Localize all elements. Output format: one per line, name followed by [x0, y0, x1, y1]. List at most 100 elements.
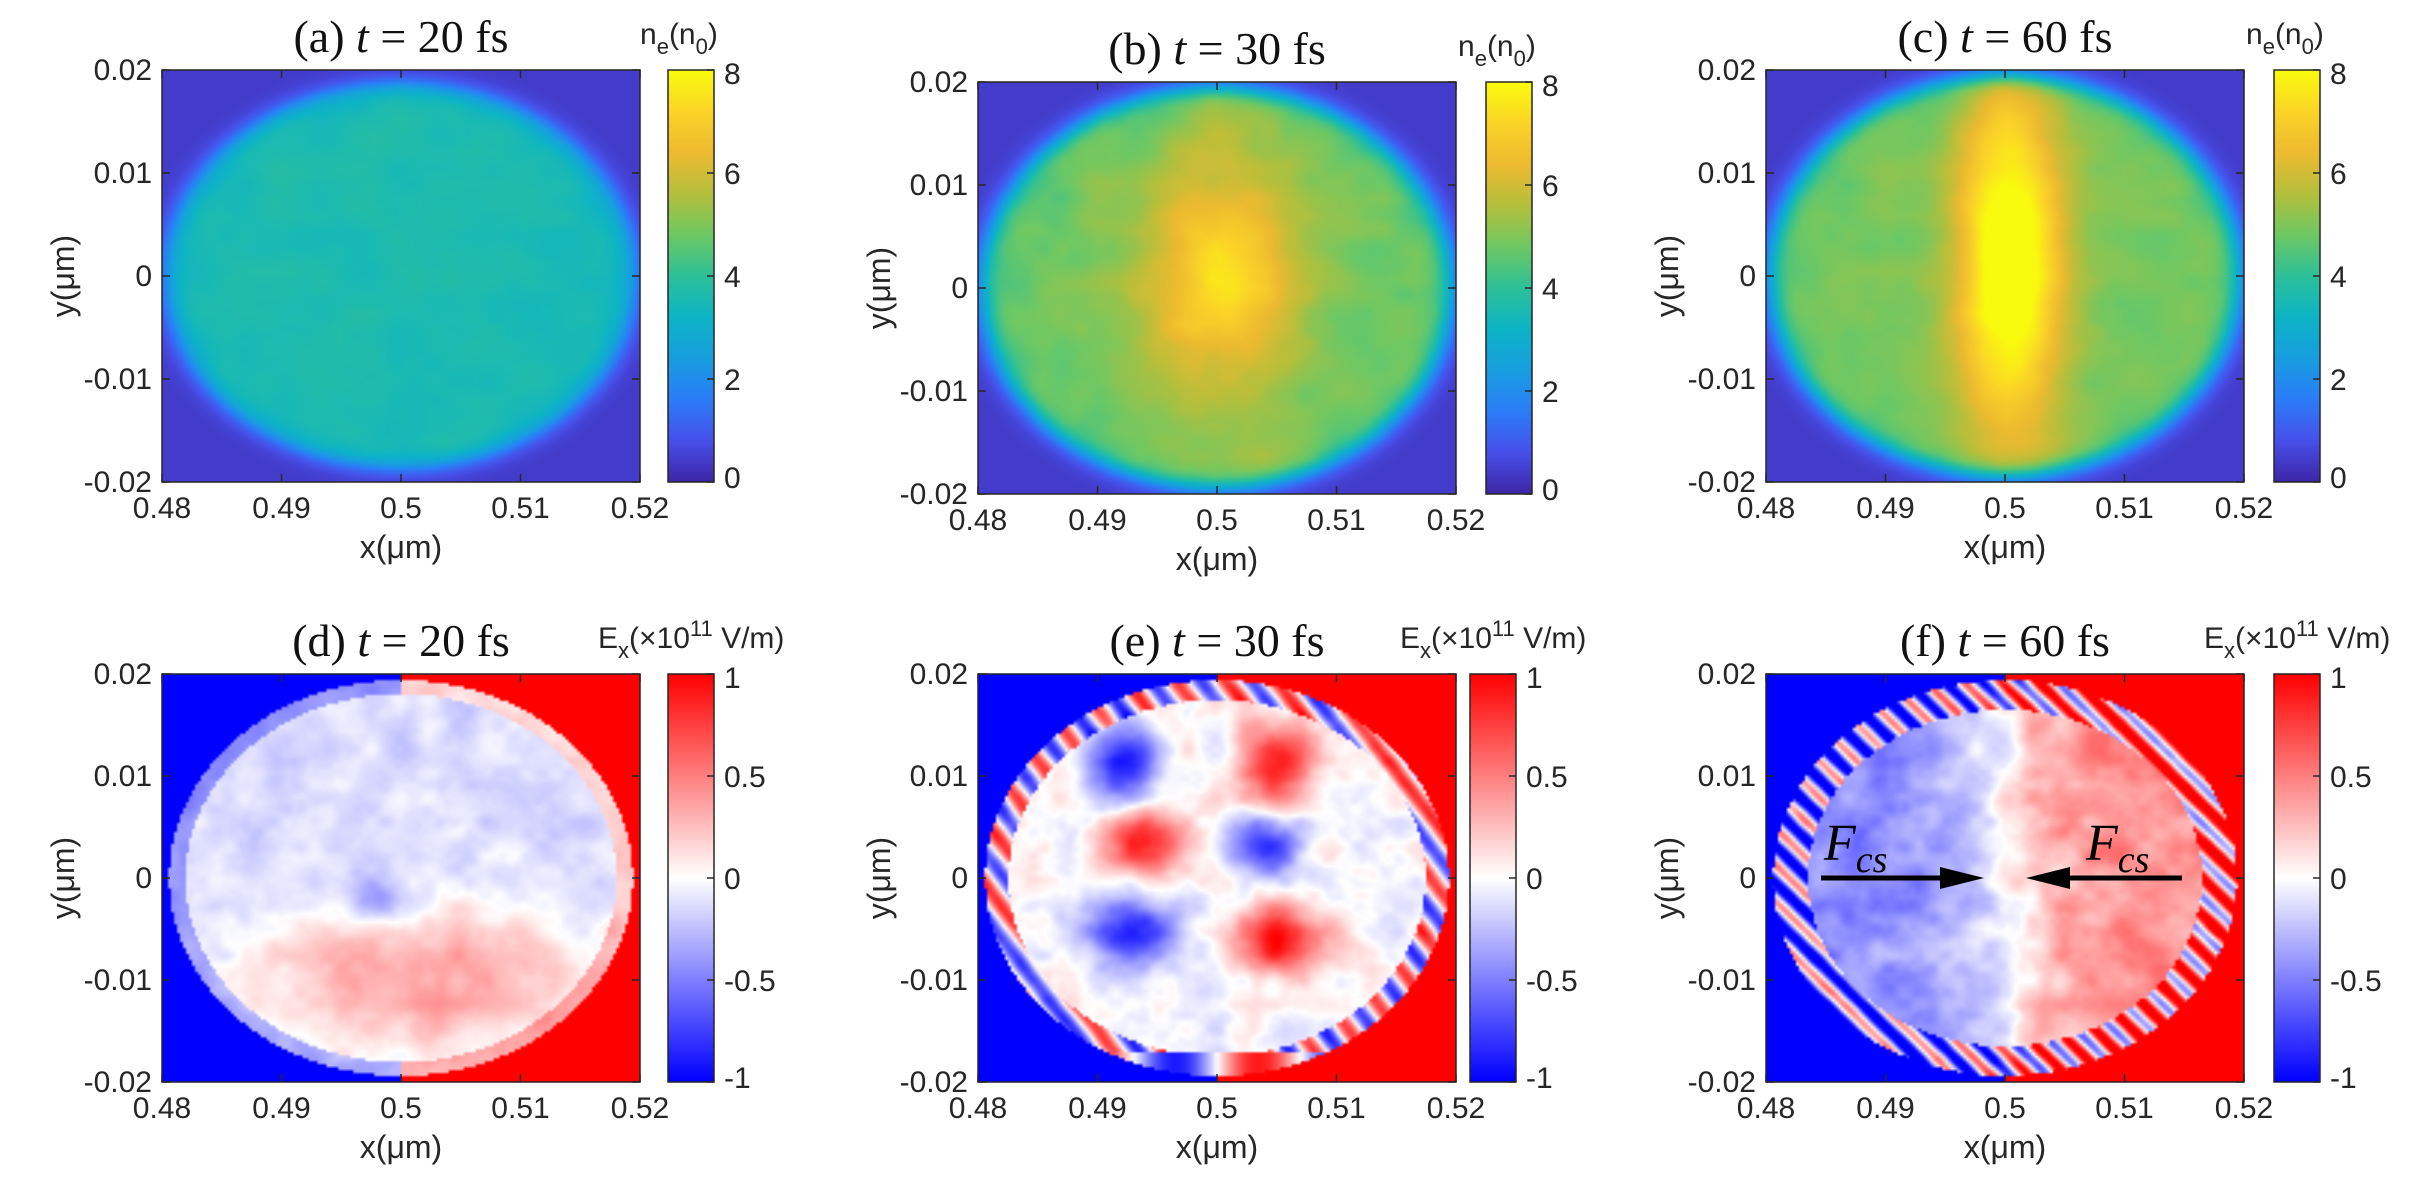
panel-title: (e) t = 30 fs: [1109, 615, 1324, 666]
colorbar: [668, 70, 714, 482]
heatmap-image: [978, 82, 1456, 494]
x-tick-label: 0.52: [2215, 1092, 2273, 1125]
y-tick-label: 0.01: [94, 157, 152, 190]
colorbar-tick-label: 0: [724, 462, 741, 495]
colorbar-label: ne(n0): [2246, 18, 2324, 59]
colorbar-tick-label: 2: [724, 364, 741, 397]
colorbar-tick-label: 0: [1542, 474, 1559, 507]
x-tick-label: 0.49: [252, 492, 310, 525]
panel-title: (c) t = 60 fs: [1897, 11, 2112, 62]
y-tick-label: 0: [1739, 862, 1756, 895]
colorbar: [2274, 674, 2320, 1082]
y-tick-label: 0.01: [94, 760, 152, 793]
y-tick-label: 0.01: [1698, 157, 1756, 190]
x-tick-label: 0.5: [1196, 1092, 1238, 1125]
y-tick-label: -0.02: [1688, 466, 1756, 499]
x-tick-label: 0.49: [252, 1092, 310, 1125]
x-tick-label: 0.52: [611, 492, 669, 525]
colorbar: [1470, 674, 1516, 1082]
y-tick-label: -0.01: [84, 964, 152, 997]
y-tick-label: -0.02: [84, 1066, 152, 1099]
x-tick-label: 0.5: [1196, 504, 1238, 537]
x-tick-label: 0.51: [491, 1092, 549, 1125]
x-tick-label: 0.51: [2095, 492, 2153, 525]
x-tick-label: 0.5: [1984, 492, 2026, 525]
colorbar-tick-label: 0.5: [2330, 761, 2372, 794]
colorbar-tick-label: 0: [2330, 462, 2347, 495]
colorbar-tick-label: 1: [2330, 662, 2347, 695]
colorbar: [1486, 82, 1532, 494]
panel-e: 0.48 0.49 0.5 0.51 0.520.020.010-0.01-0.02x(…: [861, 615, 1586, 1165]
y-tick-label: 0.02: [1698, 54, 1756, 87]
x-tick-label: 0.48: [1737, 492, 1795, 525]
y-tick-label: 0: [951, 862, 968, 895]
y-tick-label: 0.01: [910, 169, 968, 202]
y-tick-label: 0.02: [910, 658, 968, 691]
colorbar-tick-label: 1: [724, 662, 741, 695]
y-axis-label: y(μm): [1649, 235, 1685, 317]
x-tick-label: 0.5: [1984, 1092, 2026, 1125]
x-tick-label: 0.5: [380, 1092, 422, 1125]
colorbar-tick-label: 6: [724, 158, 741, 191]
y-tick-label: 0: [135, 260, 152, 293]
colorbar-tick-label: 0: [724, 863, 741, 896]
x-tick-label: 0.52: [2215, 492, 2273, 525]
x-tick-label: 0.48: [1737, 1092, 1795, 1125]
x-tick-label: 0.49: [1856, 1092, 1914, 1125]
y-tick-label: 0: [135, 862, 152, 895]
colorbar-tick-label: 2: [2330, 364, 2347, 397]
heatmap-image: [978, 674, 1456, 1082]
panel-title: (a) t = 20 fs: [293, 11, 508, 62]
colorbar-tick-label: 8: [2330, 58, 2347, 91]
colorbar: [2274, 70, 2320, 482]
fcs-arrow-right: Fcs: [1821, 815, 1984, 889]
colorbar-tick-label: 2: [1542, 376, 1559, 409]
x-tick-label: 0.49: [1068, 504, 1126, 537]
colorbar-tick-label: 6: [2330, 158, 2347, 191]
y-tick-label: -0.01: [900, 964, 968, 997]
heatmap-image: [162, 70, 640, 482]
colorbar-tick-label: 4: [724, 261, 741, 294]
y-tick-label: -0.01: [900, 375, 968, 408]
x-tick-label: 0.51: [2095, 1092, 2153, 1125]
y-tick-label: -0.02: [900, 1066, 968, 1099]
x-tick-label: 0.48: [949, 504, 1007, 537]
x-tick-label: 0.49: [1068, 1092, 1126, 1125]
x-tick-label: 0.48: [133, 492, 191, 525]
y-tick-label: -0.02: [1688, 1066, 1756, 1099]
colorbar-tick-label: 0.5: [724, 761, 766, 794]
fcs-label: Fcs: [2085, 815, 2149, 881]
colorbar-tick-label: 4: [1542, 273, 1559, 306]
x-tick-label: 0.51: [1307, 504, 1365, 537]
colorbar-tick-label: -1: [724, 1062, 751, 1095]
colorbar-tick-label: 1: [1526, 662, 1543, 695]
y-tick-label: 0.01: [1698, 760, 1756, 793]
x-tick-label: 0.51: [1307, 1092, 1365, 1125]
x-tick-label: 0.52: [1427, 504, 1485, 537]
colorbar-tick-label: -0.5: [724, 965, 776, 998]
y-tick-label: 0.02: [910, 66, 968, 99]
x-axis-label: x(μm): [1176, 541, 1258, 577]
panel-a: 0.48 0.49 0.5 0.51 0.52 0.02 0.01 0 -0.01 -0.02 x(…: [45, 11, 741, 565]
colorbar-tick-label: 8: [1542, 70, 1559, 103]
y-tick-label: -0.01: [1688, 964, 1756, 997]
colorbar-tick-label: -0.5: [2330, 965, 2382, 998]
panel-title: (d) t = 20 fs: [292, 615, 510, 666]
colorbar-tick-label: 8: [724, 58, 741, 91]
panel-f: 0.48 0.49 0.5 0.51 0.520.020.010-0.01-0.02x(…: [1649, 615, 2390, 1165]
y-tick-label: 0.02: [94, 658, 152, 691]
colorbar-label: Ex(×1011 V/m): [598, 616, 784, 663]
x-axis-label: x(μm): [360, 1129, 442, 1165]
panel-b: 0.48 0.49 0.5 0.51 0.52 0.02 0.01 0 -0.01 -0.02 x(…: [861, 23, 1559, 577]
x-axis-label: x(μm): [1964, 1129, 2046, 1165]
y-tick-label: 0: [951, 272, 968, 305]
heatmap-image: [162, 674, 640, 1082]
x-tick-label: 0.5: [380, 492, 422, 525]
colorbar-tick-label: 6: [1542, 170, 1559, 203]
colorbar: [668, 674, 714, 1082]
colorbar-tick-label: 4: [2330, 261, 2347, 294]
y-tick-label: 0: [1739, 260, 1756, 293]
panel-d: 0.48 0.49 0.5 0.51 0.520.020.010-0.01-0.02x(…: [45, 615, 784, 1165]
colorbar-tick-label: -0.5: [1526, 965, 1578, 998]
y-tick-label: 0.02: [1698, 658, 1756, 691]
